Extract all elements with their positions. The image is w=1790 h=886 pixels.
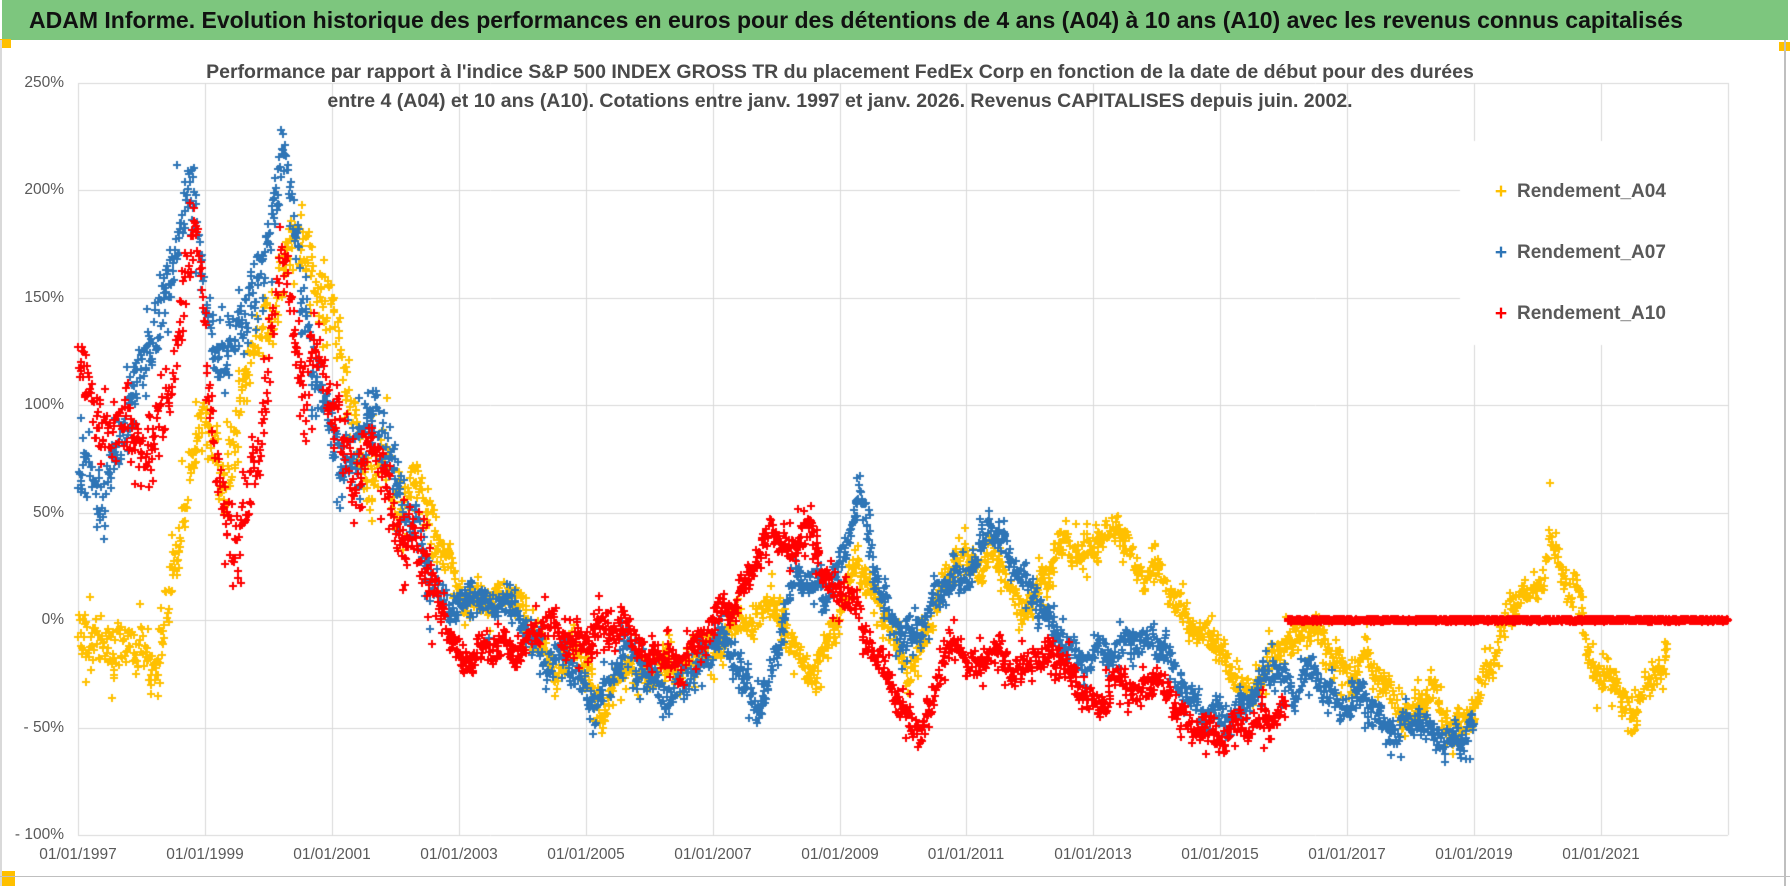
legend-label-a04: Rendement_A04 xyxy=(1517,180,1666,202)
y-axis-tick: 200% xyxy=(24,181,64,198)
legend-label-a07: Rendement_A07 xyxy=(1517,241,1666,263)
legend-item-a07[interactable]: + Rendement_A07 xyxy=(1492,222,1666,283)
x-axis-tick: 01/01/2007 xyxy=(674,846,752,863)
y-axis-tick: - 50% xyxy=(23,719,65,736)
chart-title-line2: entre 4 (A04) et 10 ans (A10). Cotations… xyxy=(327,90,1353,112)
chart-title: Performance par rapport à l'indice S&P 5… xyxy=(110,58,1570,116)
y-axis-tick: 50% xyxy=(32,504,64,521)
y-axis-tick: 100% xyxy=(24,396,64,413)
x-axis-tick: 01/01/2021 xyxy=(1562,846,1640,863)
plus-marker-a07-icon: + xyxy=(1494,240,1508,264)
x-axis-tick: 01/01/2015 xyxy=(1181,846,1259,863)
legend-item-a10[interactable]: + Rendement_A10 xyxy=(1492,283,1666,344)
x-axis-tick: 01/01/2019 xyxy=(1435,846,1513,863)
chart-title-line1: Performance par rapport à l'indice S&P 5… xyxy=(206,61,1474,83)
x-axis-tick: 01/01/2011 xyxy=(927,846,1005,863)
plus-marker-a10-icon: + xyxy=(1494,301,1508,325)
legend-item-a04[interactable]: + Rendement_A04 xyxy=(1492,161,1666,222)
y-axis-tick: 250% xyxy=(24,74,64,91)
x-axis-tick: 01/01/2013 xyxy=(1054,846,1132,863)
legend: + Rendement_A04 + Rendement_A07 + Rendem… xyxy=(1492,161,1666,344)
x-axis-tick: 01/01/2005 xyxy=(547,846,625,863)
legend-label-a10: Rendement_A10 xyxy=(1517,302,1666,324)
x-axis-tick: 01/01/1999 xyxy=(166,846,244,863)
x-axis-tick: 01/01/2017 xyxy=(1308,846,1386,863)
y-axis-tick: 0% xyxy=(41,611,64,628)
x-axis-tick: 01/01/2003 xyxy=(420,846,498,863)
x-axis-tick: 01/01/1997 xyxy=(39,846,117,863)
x-axis-tick: 01/01/2009 xyxy=(801,846,879,863)
plus-marker-a04-icon: + xyxy=(1494,179,1508,203)
y-axis-tick: 150% xyxy=(24,289,64,306)
y-axis-tick: - 100% xyxy=(14,826,64,843)
x-axis-tick: 01/01/2001 xyxy=(293,846,371,863)
